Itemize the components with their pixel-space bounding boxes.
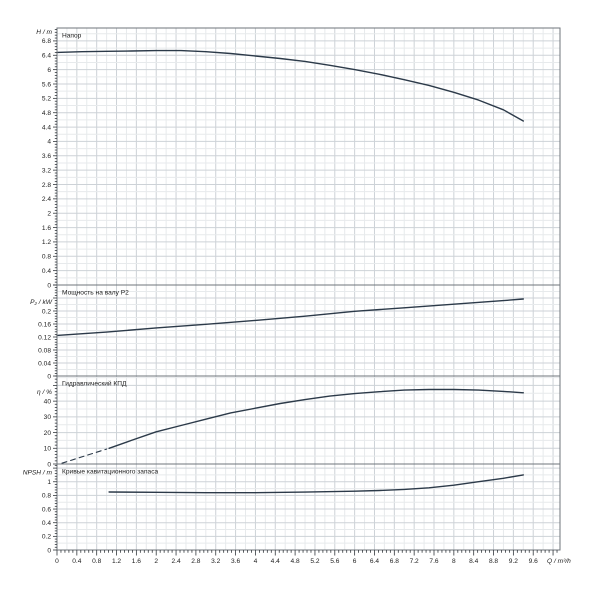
- y-axis-label-power: P₂ / kW: [30, 299, 53, 306]
- x-axis: 0 0.4 0.8 1.2 1.6 2 2.4 2.8 3.2 3.6 4 4.4 4.8 5.2 5.6 6…: [55, 550, 571, 565]
- x-tick-label: 4: [254, 558, 258, 565]
- y-tick-label: 3.2: [42, 167, 51, 174]
- npsh-curve: [108, 474, 524, 494]
- panel-power: 0 0.04 0.08 0.12 0.16 0.2 P₂ / kW Мощность на в…: [30, 284, 561, 380]
- y-tick-label: 40: [44, 398, 52, 405]
- x-tick-label: 8.4: [469, 558, 478, 565]
- y-tick-label: 0.6: [42, 506, 51, 513]
- x-tick-label: 2.4: [171, 558, 180, 565]
- x-tick-label: 1.2: [112, 558, 121, 565]
- y-tick-label: 0.2: [42, 308, 51, 315]
- x-tick-label: 6.4: [370, 558, 379, 565]
- y-tick-label: 2: [47, 211, 51, 218]
- efficiency-curve-dashed: [61, 448, 108, 464]
- y-axis-label-head: H / m: [36, 29, 52, 36]
- efficiency-curve: [108, 388, 524, 449]
- x-tick-label: 6: [353, 558, 357, 565]
- y-tick-label: 0.04: [38, 360, 51, 367]
- panel-head: 0 0.4 0.8 1.2 1.6 2 2.4 2.8 3.2 3.6 4 4.4 4.8 5.2 5.6 6…: [36, 27, 561, 289]
- y-tick-label: 0.4: [42, 520, 51, 527]
- x-tick-label: 8.8: [489, 558, 498, 565]
- y-tick-label: 4.8: [42, 110, 51, 117]
- y-tick-label: 0.4: [42, 268, 51, 275]
- panel-title-efficiency: Гидравлический КПД: [62, 380, 127, 388]
- y-tick-label: 30: [44, 414, 52, 421]
- y-tick-label: 6.4: [42, 53, 51, 60]
- x-axis-label: Q / m³/h: [547, 558, 571, 565]
- x-tick-label: 0.8: [92, 558, 101, 565]
- y-tick-label: 1: [47, 479, 51, 486]
- y-tick-label: 0.8: [42, 254, 51, 261]
- x-tick-label: 2: [154, 558, 158, 565]
- y-tick-label: 0: [47, 282, 51, 289]
- power-curve: [56, 298, 524, 337]
- x-tick-label: 5.6: [330, 558, 339, 565]
- x-tick-label: 7.6: [429, 558, 438, 565]
- y-tick-label: 20: [44, 430, 52, 437]
- head-curve: [56, 49, 524, 122]
- y-tick-label: 2.4: [42, 196, 51, 203]
- y-tick-label: 6: [47, 67, 51, 74]
- panel-title-power: Мощность на валу P2: [62, 290, 129, 297]
- x-tick-label: 4.8: [291, 558, 300, 565]
- x-tick-label: 6.8: [390, 558, 399, 565]
- x-tick-label: 7.2: [410, 558, 419, 565]
- y-tick-label: 0.8: [42, 493, 51, 500]
- x-tick-label: 8: [452, 558, 456, 565]
- panel-title-npsh: Кривые кавитационного запаса: [62, 469, 158, 476]
- x-tick-label: 2.8: [191, 558, 200, 565]
- panel-border: [56, 27, 561, 286]
- y-tick-label: 3.6: [42, 153, 51, 160]
- y-tick-label: 10: [44, 446, 52, 453]
- y-tick-label: 0.16: [38, 321, 51, 328]
- y-tick-label: 0: [47, 461, 51, 468]
- y-tick-label: 2.8: [42, 182, 51, 189]
- y-tick-label: 1.2: [42, 239, 51, 246]
- y-tick-label: 5.6: [42, 81, 51, 88]
- y-tick-label: 5.2: [42, 96, 51, 103]
- y-axis-label-npsh: NPSH / m: [23, 470, 53, 477]
- y-tick-label: 1.6: [42, 225, 51, 232]
- x-tick-label: 3.6: [231, 558, 240, 565]
- x-tick-label: 3.2: [211, 558, 220, 565]
- panel-border: [56, 375, 561, 465]
- x-tick-label: 9.6: [529, 558, 538, 565]
- x-tick-label: 1.6: [132, 558, 141, 565]
- y-tick-label: 4: [47, 139, 51, 146]
- x-tick-label: 5.2: [310, 558, 319, 565]
- x-tick-label: 0.4: [72, 558, 81, 565]
- y-tick-label: 0: [47, 373, 51, 380]
- y-axis-label-efficiency: η / %: [37, 389, 52, 396]
- panel-npsh: 0 0.2 0.4 0.6 0.8 1 NPSH / m Кривые кавитационн…: [23, 463, 561, 554]
- y-tick-label: 6.8: [42, 38, 51, 45]
- y-tick-label: 0.2: [42, 534, 51, 541]
- y-tick-label: 4.4: [42, 124, 51, 131]
- panel-title-head: Напор: [62, 33, 82, 40]
- y-tick-label: 0.12: [38, 334, 51, 341]
- x-tick-label: 4.4: [271, 558, 280, 565]
- panel-efficiency: 0 10 20 30 40 η / % Гидравлический КПД: [37, 375, 561, 468]
- x-tick-label: 9.2: [509, 558, 518, 565]
- y-tick-label: 0.08: [38, 347, 51, 354]
- y-tick-label: 0: [47, 547, 51, 554]
- panel-border: [56, 463, 561, 551]
- x-tick-label: 0: [55, 558, 59, 565]
